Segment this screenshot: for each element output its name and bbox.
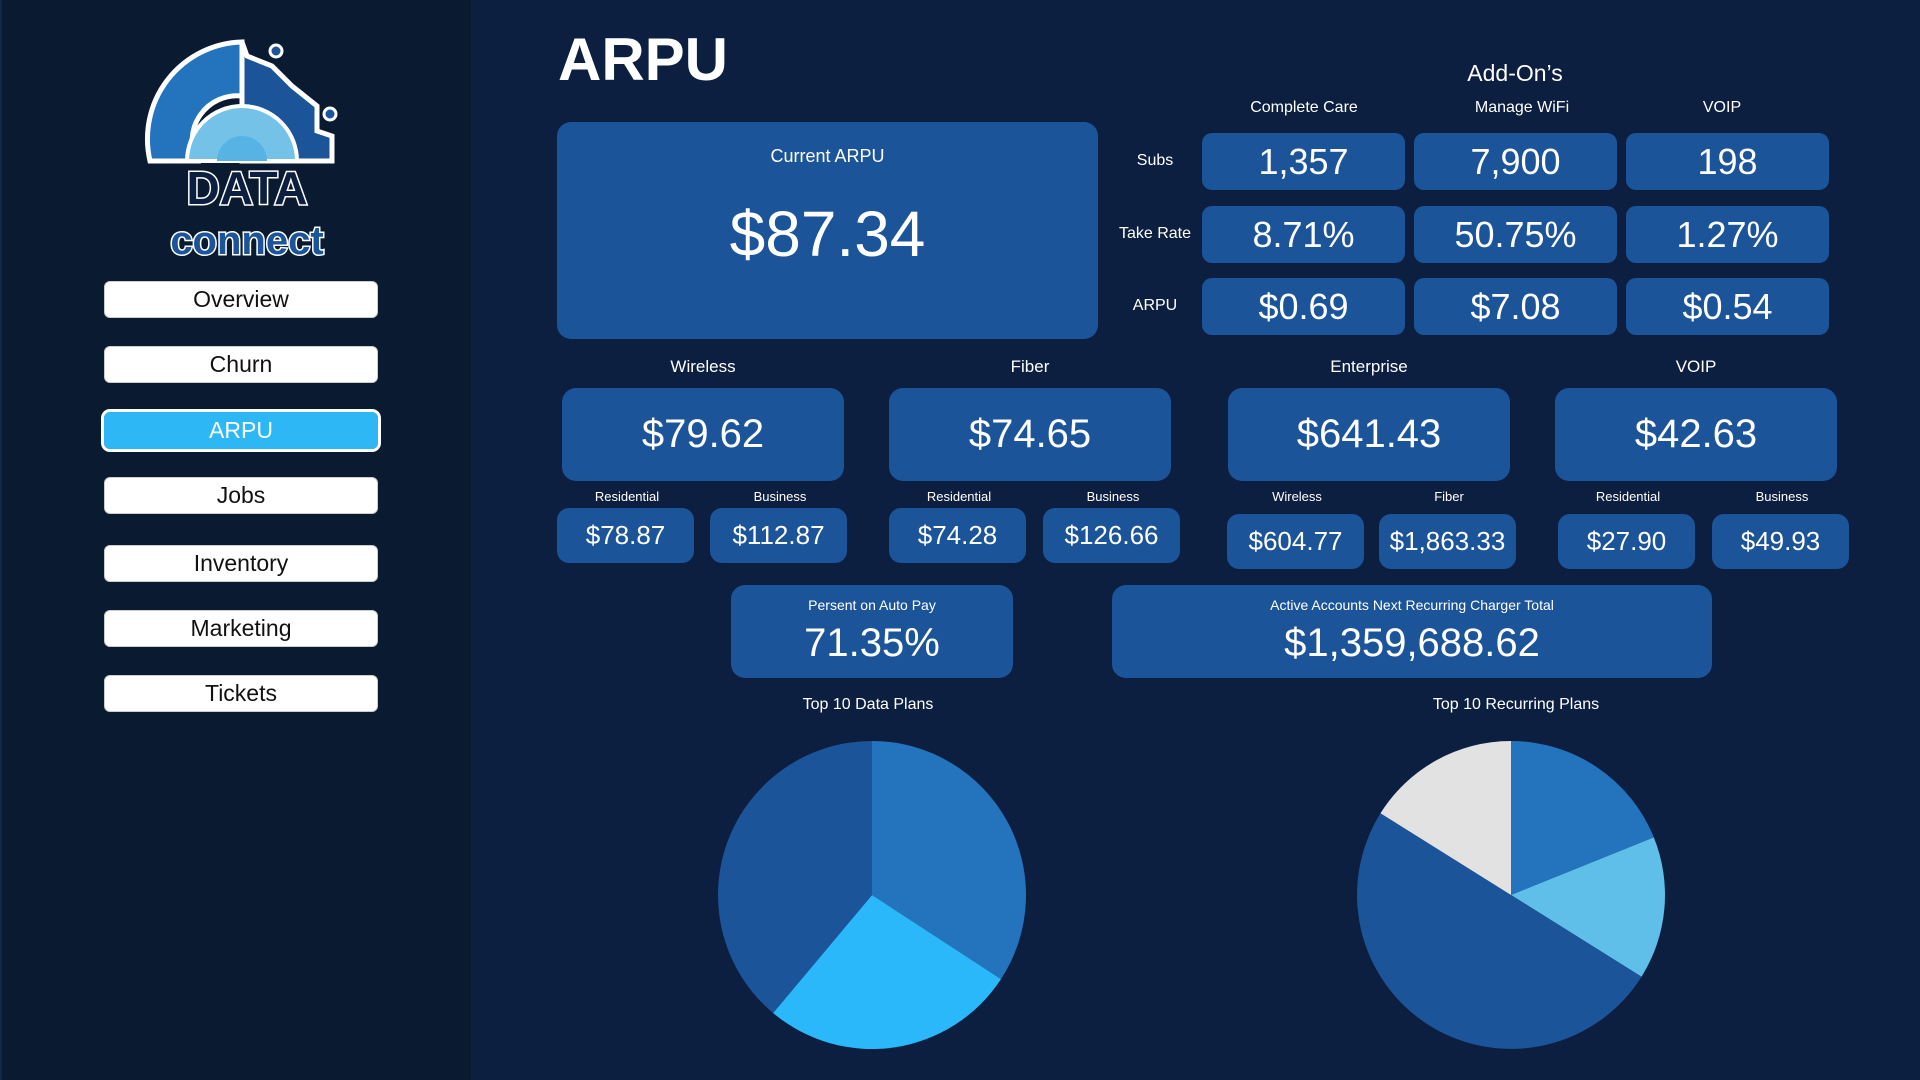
pie-title: Top 10 Recurring Plans [1432, 696, 1600, 713]
sub-segment-label: Business [753, 489, 807, 504]
autopay-card: Persent on Auto Pay 71.35% [731, 585, 1013, 678]
sub-segment-label: Wireless [1272, 489, 1322, 504]
sub-segment-value-card: $74.28 [889, 508, 1026, 563]
nav-jobs[interactable]: Jobs [104, 477, 378, 514]
recurring-total-card: Active Accounts Next Recurring Charger T… [1112, 585, 1712, 678]
nav-tickets[interactable]: Tickets [104, 675, 378, 712]
sub-segment-value-card: $78.87 [557, 508, 694, 563]
addon-col-header: Complete Care [1250, 99, 1358, 116]
addon-row-label: Take Rate [1118, 225, 1192, 242]
sub-segment-label: Residential [926, 489, 992, 504]
sub-segment-value-card: $1,863.33 [1379, 514, 1516, 569]
nav-marketing[interactable]: Marketing [104, 610, 378, 647]
addon-row-label: Subs [1136, 152, 1174, 169]
addons-title: Add-On’s [1467, 60, 1563, 86]
segment-value-card: $79.62 [562, 388, 844, 481]
pie-slice [1511, 741, 1654, 895]
nav-arpu[interactable]: ARPU [101, 409, 381, 452]
addon-value-card: 1.27% [1626, 206, 1829, 263]
segment-label: VOIP [1675, 357, 1717, 376]
logo-line1: DATA [187, 162, 308, 214]
addon-value-card: $0.69 [1202, 278, 1405, 335]
logo-line2: connect [170, 219, 323, 263]
segment-value-card: $641.43 [1228, 388, 1510, 481]
pie-slice [1380, 741, 1511, 895]
autopay-value: 71.35% [804, 621, 940, 665]
sub-segment-label: Residential [1595, 489, 1661, 504]
segment-label: Fiber [1010, 357, 1050, 376]
addon-col-header: Manage WiFi [1474, 99, 1570, 116]
addon-value-card: 50.75% [1414, 206, 1617, 263]
pie-slice [718, 741, 872, 1014]
pie-title: Top 10 Data Plans [802, 696, 934, 713]
recurring-total-value: $1,359,688.62 [1284, 621, 1540, 665]
pie-slice [1357, 813, 1642, 1049]
sub-segment-value-card: $49.93 [1712, 514, 1849, 569]
recurring-total-label: Active Accounts Next Recurring Charger T… [1270, 597, 1554, 613]
addon-value-card: $7.08 [1414, 278, 1617, 335]
sub-segment-value-card: $112.87 [710, 508, 847, 563]
segment-label: Wireless [670, 357, 736, 376]
nav-churn[interactable]: Churn [104, 346, 378, 383]
current-arpu-value: $87.34 [729, 198, 926, 270]
addon-value-card: $0.54 [1626, 278, 1829, 335]
nav-overview[interactable]: Overview [104, 281, 378, 318]
current-arpu-card: Current ARPU $87.34 [557, 122, 1098, 339]
sub-segment-value-card: $604.77 [1227, 514, 1364, 569]
addon-value-card: 8.71% [1202, 206, 1405, 263]
pie-slice [872, 741, 1026, 980]
addon-value-card: 1,357 [1202, 133, 1405, 190]
addon-col-header: VOIP [1702, 99, 1742, 116]
sidebar: DATA connect Overview Churn ARPU Jobs In… [0, 0, 471, 1080]
addon-row-label: ARPU [1132, 297, 1178, 314]
data-connect-logo: DATA connect [144, 39, 338, 265]
addon-value-card: 198 [1626, 133, 1829, 190]
current-arpu-label: Current ARPU [770, 146, 885, 166]
addon-value-card: 7,900 [1414, 133, 1617, 190]
nav-inventory[interactable]: Inventory [104, 545, 378, 582]
sub-segment-value-card: $126.66 [1043, 508, 1180, 563]
sub-segment-value-card: $27.90 [1558, 514, 1695, 569]
sub-segment-label: Business [1755, 489, 1809, 504]
pie-slice [773, 895, 1001, 1049]
segment-label: Enterprise [1330, 357, 1408, 376]
page-title: ARPU [558, 26, 729, 93]
sub-segment-label: Residential [594, 489, 660, 504]
pie-slice [1511, 837, 1665, 977]
segment-value-card: $42.63 [1555, 388, 1837, 481]
sub-segment-label: Fiber [1434, 489, 1464, 504]
sub-segment-label: Business [1086, 489, 1140, 504]
autopay-label: Persent on Auto Pay [808, 597, 936, 613]
segment-value-card: $74.65 [889, 388, 1171, 481]
